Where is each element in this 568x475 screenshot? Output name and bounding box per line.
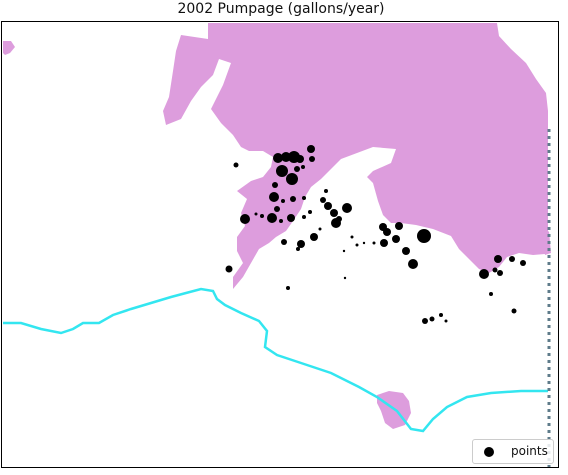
pumpage-point	[302, 196, 306, 200]
pumpage-point	[350, 235, 354, 239]
pumpage-point	[494, 255, 502, 263]
pumpage-point	[281, 199, 285, 203]
pumpage-point	[240, 214, 250, 224]
pumpage-point	[320, 197, 326, 203]
pumpage-point	[309, 156, 315, 162]
landmass-polygon	[163, 23, 548, 289]
pumpage-point	[392, 235, 400, 243]
pumpage-point	[383, 228, 391, 236]
pumpage-point	[274, 206, 280, 212]
pumpage-point	[429, 316, 435, 322]
pumpage-point	[520, 260, 526, 266]
pumpage-point	[310, 233, 318, 241]
pumpage-point	[372, 241, 376, 245]
pumpage-point	[330, 209, 338, 217]
pumpage-point	[402, 247, 410, 255]
pumpage-point	[267, 213, 277, 223]
river-line	[3, 287, 548, 433]
pumpage-point	[297, 240, 305, 248]
pumpage-point	[492, 267, 498, 273]
pumpage-point	[272, 182, 278, 188]
pumpage-point	[286, 173, 298, 185]
map-canvas	[3, 23, 551, 467]
pumpage-point	[342, 249, 346, 253]
pumpage-point	[276, 165, 288, 177]
pumpage-point	[296, 155, 304, 163]
pumpage-point	[294, 166, 300, 172]
legend-marker-icon	[484, 447, 494, 457]
pumpage-point	[307, 145, 315, 153]
pumpage-point	[489, 292, 493, 296]
landmass-polygon	[3, 41, 15, 55]
pumpage-point	[355, 243, 359, 247]
pumpage-point	[301, 165, 305, 169]
pumpage-point	[254, 212, 258, 216]
pumpage-point	[439, 313, 443, 317]
legend-label: points	[511, 444, 548, 458]
pumpage-point	[296, 247, 300, 251]
pumpage-point	[302, 215, 306, 219]
pumpage-point	[260, 214, 264, 218]
pumpage-point	[497, 270, 503, 276]
pumpage-point	[444, 319, 448, 323]
pumpage-point	[318, 227, 322, 231]
map-legend: points	[472, 439, 554, 464]
pumpage-point	[225, 265, 233, 273]
pumpage-point	[342, 203, 352, 213]
pumpage-point	[281, 239, 287, 245]
pumpage-point	[336, 216, 342, 222]
pumpage-point	[395, 222, 403, 230]
pumpage-point	[422, 318, 428, 324]
pumpage-point	[233, 162, 239, 168]
pumpage-point	[509, 256, 515, 262]
pumpage-point	[343, 276, 347, 280]
map-title: 2002 Pumpage (gallons/year)	[177, 1, 385, 17]
pumpage-point	[286, 286, 290, 290]
pumpage-point	[324, 202, 332, 210]
pumpage-point	[324, 189, 328, 193]
pumpage-point	[362, 241, 366, 245]
pumpage-point	[308, 210, 312, 214]
pumpage-point	[279, 219, 283, 223]
pumpage-point	[380, 239, 388, 247]
pumpage-point	[511, 308, 517, 314]
pumpage-point	[269, 192, 279, 202]
pumpage-point	[479, 269, 489, 279]
map-frame: points	[1, 21, 559, 468]
pumpage-point	[287, 214, 295, 222]
pumpage-point	[417, 229, 431, 243]
pumpage-points	[225, 145, 526, 324]
pumpage-point	[290, 196, 296, 202]
pumpage-point	[408, 259, 418, 269]
pumpage-point	[281, 152, 291, 162]
pumpage-point	[273, 153, 283, 163]
